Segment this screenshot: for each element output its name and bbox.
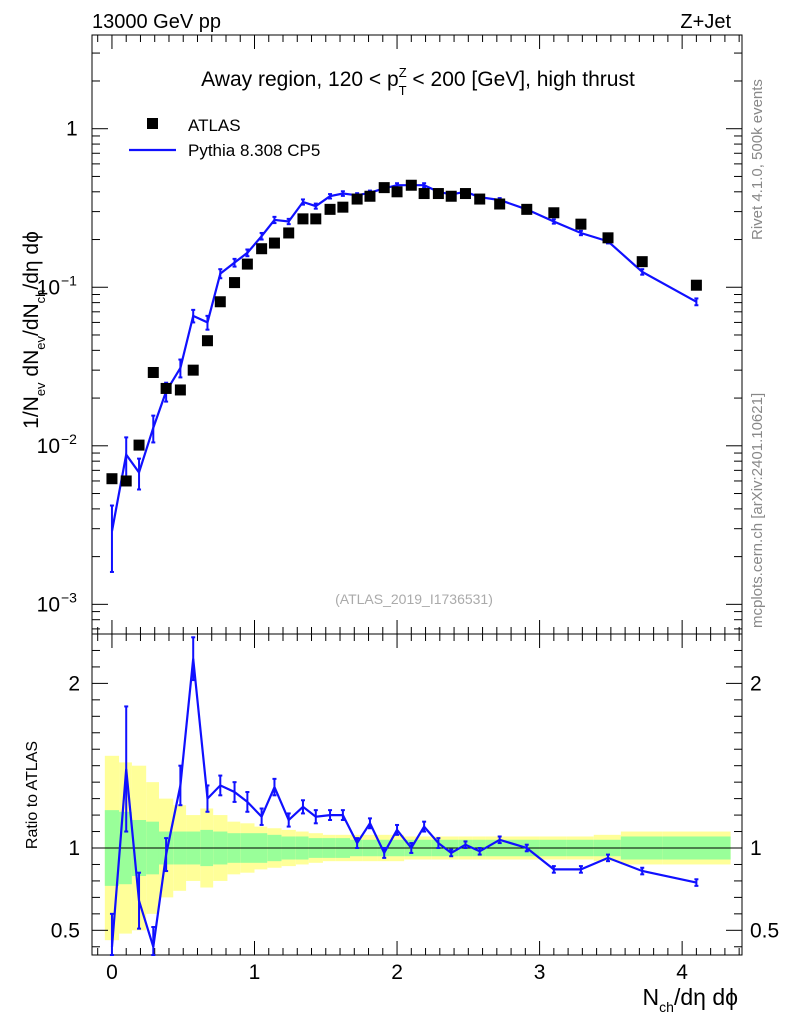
title-sup: Z (399, 65, 407, 80)
data-point (474, 193, 486, 205)
legend-data-marker (147, 118, 158, 129)
data-point (324, 203, 336, 215)
ratio-ylabel: Ratio to ATLAS (24, 741, 41, 849)
data-point (106, 473, 118, 485)
ratio-y-tick-label-right: 0.5 (750, 919, 779, 942)
data-point (283, 227, 295, 239)
ratio-frame (91, 633, 743, 956)
header-right: Z+Jet (680, 11, 731, 33)
y-tick-label: 10 (37, 276, 60, 299)
x-tick-label: 1 (249, 961, 261, 984)
y-tick-label-exponent: −1 (61, 272, 77, 288)
y-tick-label-exponent: −2 (61, 431, 77, 447)
x-axis-label: Nch/dη dϕ (643, 984, 738, 1015)
x-tick-label: 0 (106, 961, 118, 984)
data-point (690, 279, 702, 291)
data-point (378, 182, 390, 194)
data-point (391, 186, 403, 198)
ylabel-part: 1/N (20, 396, 43, 429)
data-point (364, 190, 376, 202)
data-point (214, 296, 226, 308)
rivet-version-label: Rivet 4.1.0, 500k events (749, 79, 766, 240)
data-point (174, 384, 186, 396)
x-tick-label: 3 (534, 961, 546, 984)
ratio-y-tick-label-right: 2 (750, 672, 762, 695)
x-tick-label: 4 (676, 961, 688, 984)
data-point (575, 218, 587, 230)
data-point (201, 335, 213, 347)
data-point (445, 190, 457, 202)
data-point (310, 213, 322, 225)
data-point (351, 193, 363, 205)
data-point (418, 188, 430, 200)
data-point (602, 232, 614, 244)
analysis-watermark: (ATLAS_2019_I1736531) (335, 591, 493, 607)
xlabel-part: N (643, 984, 660, 1010)
x-tick-label: 2 (391, 961, 403, 984)
ylabel-part: /dη dϕ (20, 231, 43, 289)
legend-data-label: ATLAS (188, 116, 241, 135)
data-point (160, 382, 172, 394)
plot-title: Away region, 120 < pZ T < 200 [GeV], high… (201, 65, 635, 98)
ylabel-part: /dN (20, 303, 43, 336)
ratio-series-line (110, 658, 697, 948)
data-point (405, 179, 417, 191)
legend-mc-label: Pythia 8.308 CP5 (188, 141, 320, 160)
data-point (268, 237, 280, 249)
data-point (229, 277, 241, 289)
main-ylabel: 1/Nev dNev/dNch/dη dϕ (20, 231, 48, 429)
data-point (432, 188, 444, 200)
y-tick-label: 1 (66, 118, 78, 141)
data-point (636, 256, 648, 268)
y-tick-label: 10 (37, 593, 60, 616)
y-tick-label: 10 (37, 435, 60, 458)
data-point (147, 366, 159, 378)
ylabel-part: dN (20, 350, 43, 383)
ratio-y-tick-label: 0.5 (51, 919, 80, 942)
mcplots-label: mcplots.cern.ch [arXiv:2401.10621] (749, 393, 766, 628)
data-point (256, 243, 268, 255)
data-point (494, 198, 506, 210)
data-point (548, 207, 560, 219)
ylabel-part: ev (33, 336, 48, 350)
ratio-y-tick-label: 1 (68, 837, 80, 860)
data-point (297, 213, 309, 225)
data-point (120, 475, 132, 487)
data-point (133, 439, 145, 451)
xlabel-part: ch (659, 999, 674, 1015)
data-point (521, 203, 533, 215)
ratio-y-tick-label: 2 (68, 672, 80, 695)
title-sub: T (399, 83, 407, 98)
data-point (241, 258, 253, 270)
ylabel-part: ch (33, 290, 48, 304)
ylabel-part: ev (33, 382, 48, 396)
data-point (187, 364, 199, 376)
data-point (459, 188, 471, 200)
ratio-y-tick-label-right: 1 (750, 837, 762, 860)
y-tick-label-exponent: −3 (61, 589, 77, 605)
header-left: 13000 GeV pp (92, 11, 221, 33)
xlabel-part: /dη dϕ (674, 984, 738, 1010)
title-text-b: < 200 [GeV], high thrust (407, 68, 635, 91)
title-text-a: Away region, 120 < p (201, 68, 399, 91)
data-point (337, 201, 349, 213)
